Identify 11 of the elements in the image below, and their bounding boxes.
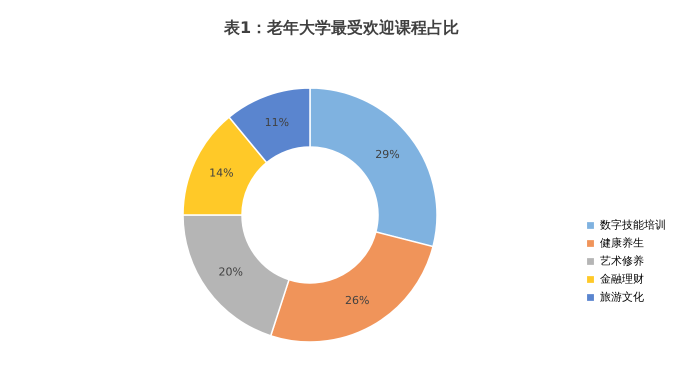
legend-label: 金融理财 [600, 272, 644, 286]
data-label: 20% [218, 266, 243, 279]
legend-label: 数字技能培训 [600, 218, 666, 232]
legend-label: 艺术修养 [600, 254, 644, 268]
legend-label: 旅游文化 [600, 290, 644, 304]
data-label: 11% [264, 116, 290, 129]
chart-title: 表1：老年大学最受欢迎课程占比 [222, 18, 460, 37]
data-label: 14% [209, 166, 234, 180]
data-label: 29% [375, 148, 400, 161]
legend-label: 健康养生 [600, 236, 644, 250]
data-label: 26% [344, 294, 370, 307]
